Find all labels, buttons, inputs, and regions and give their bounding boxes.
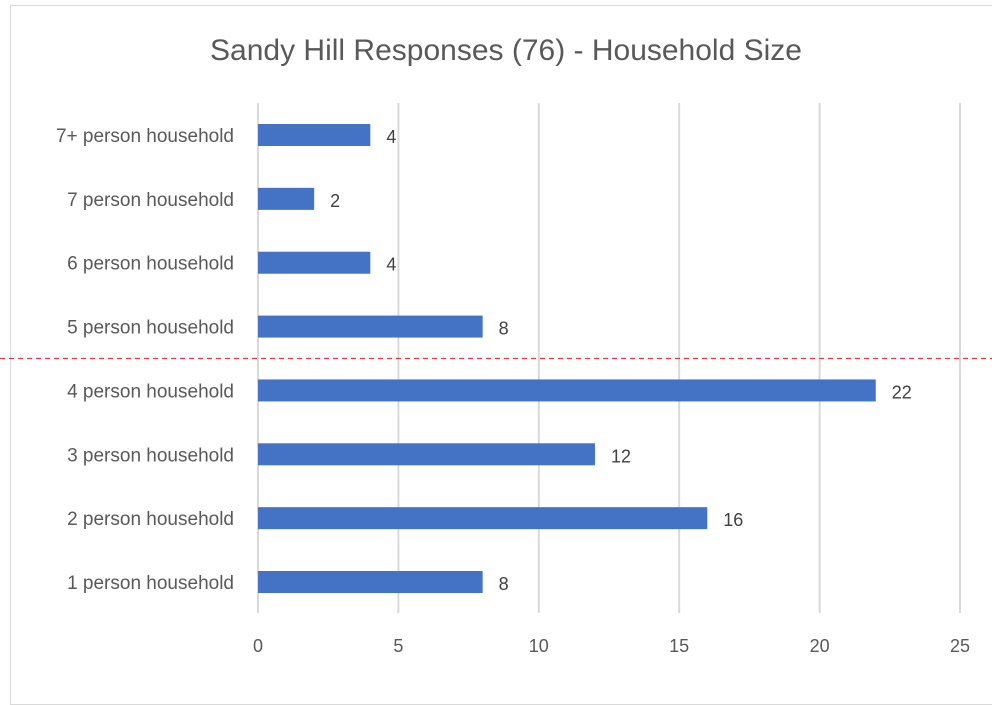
- x-tick-label: 0: [253, 636, 263, 656]
- data-label: 8: [499, 574, 509, 594]
- bar: [258, 187, 315, 210]
- category-label: 6 person household: [67, 254, 234, 275]
- chart-title: Sandy Hill Responses (76) - Household Si…: [210, 34, 802, 67]
- household-size-bar-chart: Sandy Hill Responses (76) - Household Si…: [0, 34, 992, 656]
- x-axis-ticks: 0 5 10 15 20 25: [253, 636, 970, 656]
- x-tick-label: 5: [393, 636, 403, 656]
- category-label: 5 person household: [67, 318, 234, 339]
- x-tick-label: 25: [950, 636, 970, 656]
- x-tick-label: 15: [669, 636, 689, 656]
- bar: [258, 571, 483, 594]
- bar: [258, 443, 595, 466]
- bar: [258, 315, 483, 338]
- x-tick-label: 10: [529, 636, 549, 656]
- x-tick-label: 20: [810, 636, 830, 656]
- data-label: 4: [386, 127, 396, 147]
- category-label: 3 person household: [67, 445, 234, 466]
- bar: [258, 251, 371, 274]
- data-label: 22: [892, 382, 912, 402]
- bar: [258, 507, 708, 530]
- data-label: 8: [499, 319, 509, 339]
- data-label: 2: [330, 191, 340, 211]
- category-label: 7 person household: [67, 190, 234, 211]
- category-label: 1 person household: [67, 573, 234, 594]
- category-label: 4 person household: [67, 381, 234, 402]
- bar: [258, 379, 876, 402]
- data-label: 12: [611, 446, 631, 466]
- bar: [258, 124, 371, 146]
- category-label: 7+ person household: [56, 126, 234, 147]
- category-label: 2 person household: [67, 509, 234, 530]
- bars-layer: [258, 124, 876, 594]
- data-label: 16: [723, 510, 743, 530]
- labels-layer: 7+ person household 4 7 person household 2 6…: [56, 126, 912, 594]
- data-label: 4: [386, 255, 396, 275]
